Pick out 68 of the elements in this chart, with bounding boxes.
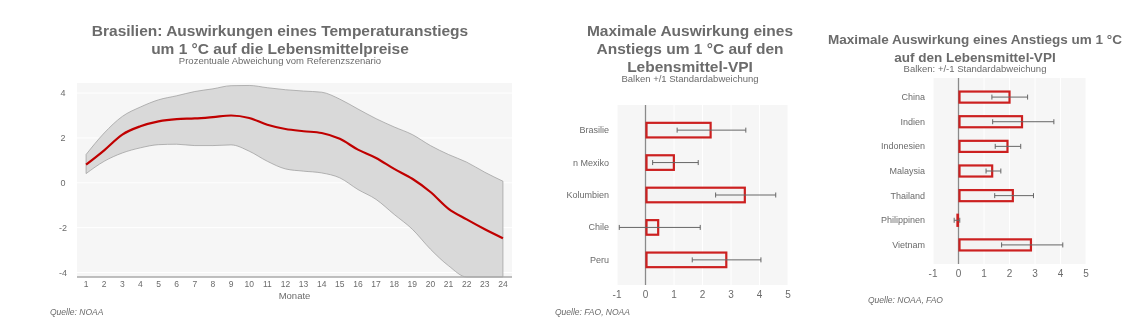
x-tick-label: 4	[1057, 268, 1064, 279]
y-tick-label: Kolumbien	[566, 190, 609, 200]
source-note: Quelle: NOAA, FAO	[868, 295, 944, 305]
x-tick-label: 1	[671, 289, 678, 300]
x-tick-label: 5	[156, 279, 162, 289]
chart-subtitle: Balken: +/-1 Standardabweichung	[903, 63, 1047, 74]
x-tick-label: 5	[1083, 268, 1090, 279]
x-tick-label: 8	[210, 279, 216, 289]
chart-title: Maximale Auswirkung eines Anstiegs um 1 °C auf den Lebensmittel-VPI	[828, 32, 1123, 65]
y-tick-label: China	[901, 92, 925, 103]
x-tick-label: 17	[371, 279, 382, 289]
x-tick-label: 2	[1006, 268, 1013, 279]
x-tick-label: 18	[389, 279, 400, 289]
x-tick-label: 11	[262, 279, 272, 289]
y-tick-label: n Mexiko	[572, 157, 609, 168]
x-tick-label: 16	[353, 279, 363, 289]
source-note: Quelle: NOAA	[50, 307, 104, 317]
x-tick-label: 0	[642, 289, 649, 300]
x-tick-label: 5	[785, 289, 792, 300]
x-tick-label: 19	[407, 279, 418, 289]
y-tick-label: -4	[58, 267, 68, 278]
x-tick-label: 20	[425, 279, 436, 289]
y-tick-label: Vietnam	[892, 239, 925, 250]
x-tick-label: 4	[138, 279, 144, 289]
y-tick-label: 0	[60, 177, 66, 188]
x-tick-label: 23	[480, 279, 490, 289]
x-tick-label: 3	[1032, 268, 1039, 279]
x-tick-label: 13	[298, 279, 309, 289]
x-tick-label: 14	[316, 279, 327, 289]
x-tick-label: 24	[498, 279, 508, 289]
bar	[958, 164, 994, 178]
x-tick-label: 7	[192, 279, 198, 289]
y-tick-label: Thailand	[890, 190, 925, 201]
x-tick-label: 1	[981, 268, 988, 279]
bar	[645, 219, 660, 236]
x-tick-label: 3	[728, 289, 735, 300]
x-tick-label: 0	[955, 268, 962, 279]
x-tick-label: 10	[244, 279, 255, 289]
x-tick-label: 21	[443, 279, 454, 289]
line-series	[84, 114, 505, 240]
x-tick-label: 9	[228, 279, 234, 289]
x-tick-label: 1	[83, 279, 89, 289]
x-tick-label: 12	[280, 279, 291, 289]
x-tick-label: 15	[335, 279, 345, 289]
chart-title: Maximale Auswirkung eines Anstiegs um 1 °C auf den Lebensmittel-VPI	[586, 22, 794, 75]
x-tick-label: -1	[612, 289, 622, 300]
y-tick-label: Indien	[900, 116, 925, 127]
x-tick-label: 22	[461, 279, 472, 289]
chart-title: Brasilien: Auswirkungen eines Temperaturanstiegs um 1 °C auf die Lebensmittelpreise	[91, 22, 469, 57]
y-tick-label: Philippinen	[880, 215, 925, 226]
x-tick-label: -1	[928, 268, 938, 279]
y-tick-label: -2	[58, 222, 68, 233]
x-tick-label: 2	[101, 279, 107, 289]
y-tick-label: Peru	[589, 254, 609, 265]
x-tick-label: 2	[699, 289, 706, 300]
y-tick-label: Malaysia	[889, 166, 925, 176]
bar	[645, 154, 675, 171]
y-tick-label: Indonesien	[880, 141, 925, 152]
y-tick-label: Chile	[588, 222, 609, 233]
y-tick-label: Brasilie	[579, 125, 609, 136]
source-note: Quelle: FAO, NOAA	[555, 307, 631, 317]
x-axis-title: Monate	[278, 290, 311, 301]
chart-subtitle: Balken +/1 Standardabweichung	[621, 73, 759, 84]
x-tick-label: 4	[756, 289, 763, 300]
y-tick-label: 2	[60, 132, 66, 143]
x-tick-label: 3	[119, 279, 125, 289]
x-tick-label: 6	[174, 279, 180, 289]
y-tick-label: 4	[60, 88, 66, 99]
